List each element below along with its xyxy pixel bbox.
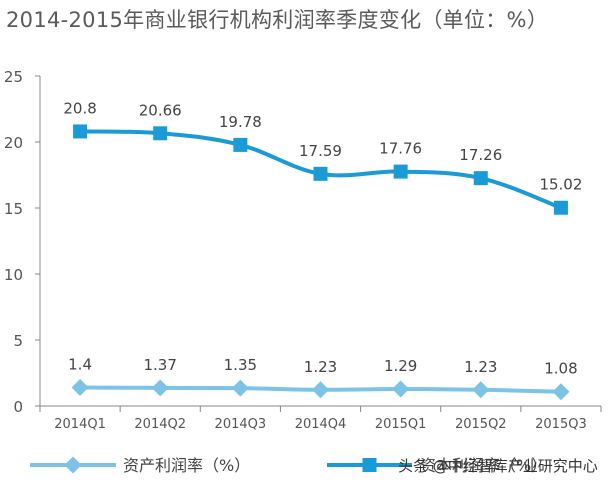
y-tick-label: 20 [4,134,23,152]
data-point-square [473,171,488,186]
x-tick-label: 2014Q1 [54,417,106,432]
data-label: 1.29 [384,357,417,375]
x-tick-label: 2014Q4 [295,417,347,432]
x-tick-label: 2014Q3 [215,417,267,432]
data-point-diamond [71,379,89,397]
data-point-diamond [472,381,490,399]
data-label: 19.78 [219,113,262,131]
x-tick-label: 2015Q2 [455,417,507,432]
x-tick-label: 2015Q3 [535,417,587,432]
chart-axes: 0 5 10 15 20 25 2014Q1 2014Q2 2014Q3 2014Q4 2015Q1… [4,68,602,432]
data-label: 17.26 [459,146,502,164]
data-point-square [233,137,248,152]
data-label: 17.59 [299,142,342,160]
data-label: 1.23 [304,358,337,376]
y-tick-label: 15 [4,200,23,218]
data-point-square [73,124,88,139]
chart-legend: 资产利润率（%） 资本利润率（%） [30,456,547,475]
data-label: 15.02 [539,176,582,194]
chart-title: 2014-2015年商业银行机构利润率季度变化（单位：%） [6,8,549,32]
data-point-diamond [552,383,570,401]
data-point-square [553,200,568,215]
data-label: 1.4 [68,356,92,374]
data-point-square [153,126,168,141]
y-tick-label: 10 [4,266,23,284]
x-tick-label: 2014Q2 [134,417,186,432]
chart-data-labels: 1.4 1.37 1.35 1.23 1.29 1.23 1.08 20.8 20.66 19.7… [63,99,582,377]
data-point-diamond [392,380,410,398]
y-tick-label: 5 [13,332,23,350]
data-label: 1.23 [464,358,497,376]
legend-marker-square [362,458,377,472]
data-label: 1.35 [224,356,257,374]
x-tick-label: 2015Q1 [375,417,427,432]
data-point-square [393,164,408,179]
legend-label: 资产利润率（%） [123,456,250,475]
data-label: 20.66 [139,101,182,119]
data-label: 17.76 [379,140,422,158]
legend-label: 资本利润率（%） [420,456,547,475]
data-point-diamond [231,379,249,397]
data-point-diamond [312,381,329,399]
data-label: 20.8 [63,99,96,117]
y-tick-label: 25 [4,68,23,86]
data-label: 1.37 [144,356,177,374]
chart-series [71,124,570,401]
y-tick-label: 0 [13,398,23,416]
data-point-square [313,166,328,181]
watermark-text: 头条 @中经智库产业研究中心 [398,457,598,475]
legend-marker-diamond [64,456,82,474]
data-label: 1.08 [544,360,577,378]
data-point-diamond [151,379,169,397]
